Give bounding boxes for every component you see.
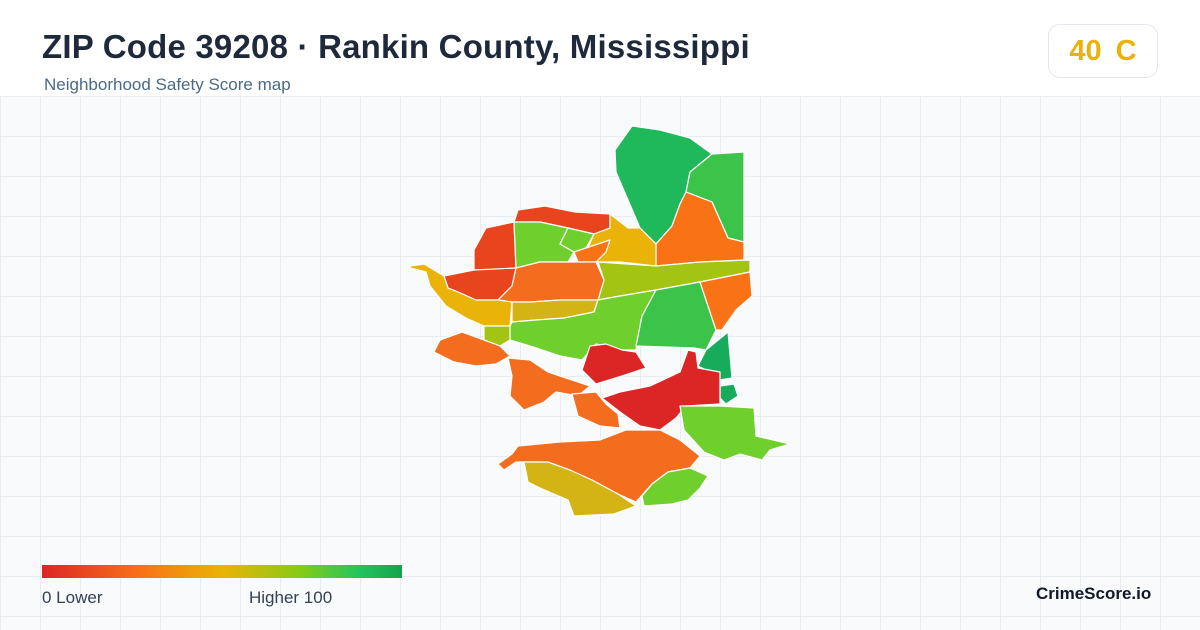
map-region bbox=[641, 467, 709, 507]
map-region bbox=[699, 271, 753, 331]
map-region bbox=[409, 263, 513, 327]
legend-gradient-bar bbox=[42, 565, 402, 578]
page-subtitle: Neighborhood Safety Score map bbox=[44, 75, 291, 94]
page-title: ZIP Code 39208 · Rankin County, Mississi… bbox=[42, 28, 750, 65]
map-region bbox=[483, 325, 511, 347]
map-region bbox=[523, 461, 637, 517]
map-region bbox=[507, 357, 591, 411]
score-grade: C bbox=[1115, 34, 1137, 67]
safety-score-badge: 40 C bbox=[1048, 24, 1158, 78]
map-region bbox=[581, 343, 647, 385]
map-region bbox=[433, 331, 511, 367]
map-region bbox=[719, 383, 739, 405]
header bbox=[0, 0, 1200, 97]
brand-logo-text[interactable]: CrimeScore.io bbox=[1036, 584, 1152, 603]
map-region bbox=[473, 221, 517, 271]
legend-max-label: Higher 100 bbox=[249, 588, 333, 607]
map-region bbox=[679, 405, 791, 461]
score-value: 40 bbox=[1069, 34, 1102, 67]
map-region bbox=[571, 391, 621, 429]
legend-min-label: 0 Lower bbox=[42, 588, 103, 607]
